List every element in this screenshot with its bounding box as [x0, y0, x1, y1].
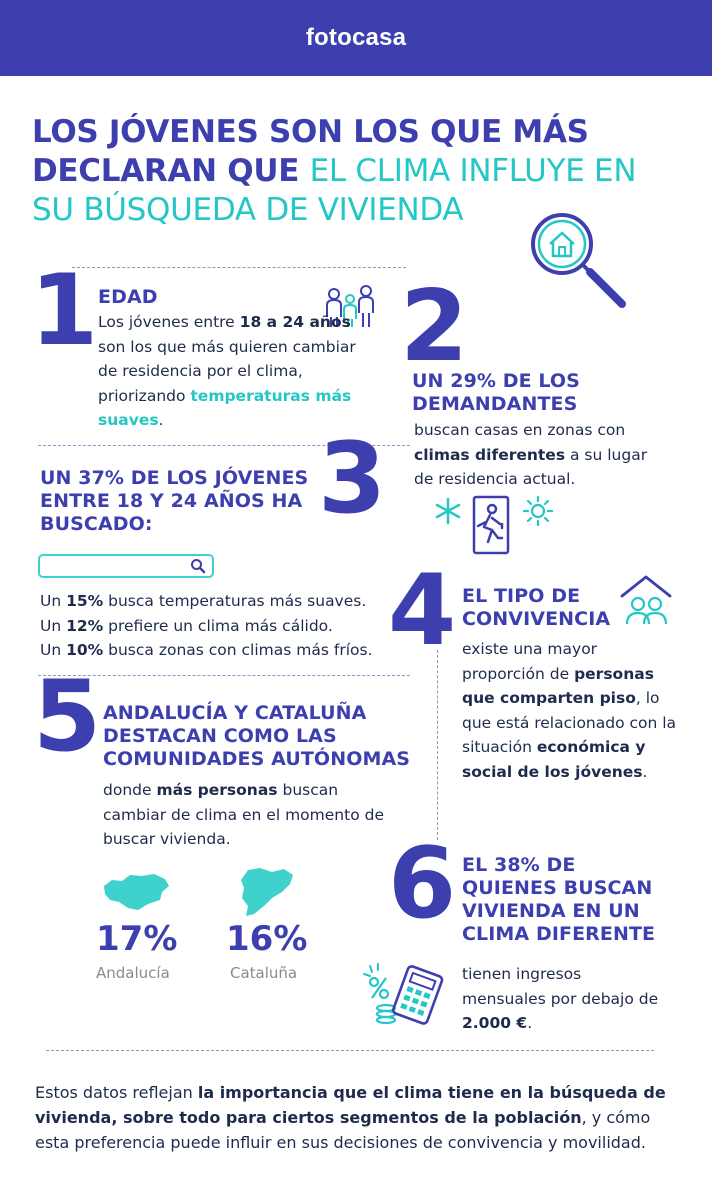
section-6-text: tienen ingresos mensuales por debajo de … — [462, 962, 662, 1036]
shared-house-icon — [620, 575, 672, 625]
section-number-3: 3 — [318, 422, 386, 536]
text-bold: 10% — [66, 641, 104, 659]
text-highlight: temperaturas más suaves — [98, 386, 352, 430]
region-name-cataluna: Cataluña — [230, 964, 298, 982]
list-item: Un 12% prefiere un clima más cálido. — [40, 614, 410, 639]
text-run: Los jóvenes entre — [98, 313, 240, 331]
footer-text: Estos datos reflejan la importancia que … — [35, 1080, 680, 1155]
list-item: Un 15% busca temperaturas más suaves. — [40, 589, 410, 614]
brand-logo: fotocasa — [305, 24, 407, 51]
text-run: busca zonas con climas más fríos. — [103, 641, 373, 659]
text-run: busca temperaturas más suaves. — [103, 592, 367, 610]
section-number-5: 5 — [33, 660, 101, 774]
money-calculator-icon — [363, 963, 444, 1025]
section-3-list: Un 15% busca temperaturas más suaves. Un… — [40, 589, 410, 663]
text-run: buscan cambiar de clima en el momento de… — [103, 781, 384, 848]
text-bold: 2.000 € — [462, 1014, 528, 1032]
region-pct-cataluna: 16% — [226, 919, 308, 959]
section-number-4: 4 — [388, 554, 456, 668]
title-part2: EL CLIMA INFLUYE EN SU BÚSQUEDA DE VIVIE… — [32, 153, 637, 228]
section-4-text: existe una mayor proporción de personas … — [462, 637, 677, 784]
divider — [72, 267, 406, 268]
text-bold: climas diferentes — [414, 445, 566, 464]
list-item: Un 10% busca zonas con climas más fríos. — [40, 638, 410, 663]
divider — [46, 1050, 654, 1051]
title-part1: LOS JÓVENES SON LOS QUE MÁS DECLARAN QUE — [32, 114, 589, 189]
region-pct-andalucia: 17% — [96, 919, 178, 959]
divider — [38, 675, 410, 676]
search-bar-icon — [38, 554, 214, 578]
section-5-heading: ANDALUCÍA Y CATALUÑA DESTACAN COMO LAS C… — [103, 702, 411, 770]
section-3-heading: UN 37% DE LOS JÓVENES ENTRE 18 Y 24 AÑOS… — [40, 467, 309, 535]
text-run: . — [527, 1014, 533, 1032]
section-2-text: buscan casas en zonas con climas diferen… — [414, 418, 664, 492]
section-2-heading: UN 29% DE LOS DEMANDANTES — [412, 370, 580, 415]
weather-door-icon — [435, 495, 554, 555]
text-run: , y cómo esta preferencia puede influir … — [35, 1108, 651, 1152]
text-run: , lo que está relacionado con la situaci… — [462, 689, 677, 756]
text-bold: 12% — [66, 616, 104, 635]
text-bold: personas que comparten piso — [462, 664, 654, 708]
search-icon — [191, 559, 206, 574]
cataluna-map-icon — [241, 868, 293, 916]
divider — [437, 650, 438, 840]
text-run: . — [642, 762, 648, 781]
section-4-heading: EL TIPO DE CONVIVENCIA — [462, 585, 611, 630]
region-name-andalucia: Andalucía — [96, 964, 170, 982]
text-run: prefiere un clima más cálido. — [103, 616, 333, 635]
section-6-heading: EL 38% DE QUIENES BUSCAN VIVIENDA EN UN … — [462, 854, 656, 945]
text-run: Estos datos reflejan — [35, 1083, 198, 1102]
text-run: . — [158, 411, 164, 429]
andalucia-map-icon — [104, 874, 169, 910]
text-run: tienen ingresos mensuales por debajo de — [462, 965, 659, 1008]
section-5-text: donde más personas buscan cambiar de cli… — [103, 778, 403, 852]
section-number-2: 2 — [400, 270, 468, 384]
text-bold: económica y social de los jóvenes — [462, 738, 646, 781]
header-bar: fotocasa — [0, 0, 712, 76]
text-bold: más personas — [156, 781, 278, 799]
section-1-text: Los jóvenes entre 18 a 24 años son los q… — [98, 310, 380, 433]
text-run: a su lugar de residencia actual. — [414, 445, 648, 489]
text-bold: la importancia que el clima tiene en la … — [35, 1083, 666, 1127]
text-bold: 18 a 24 años — [239, 313, 351, 331]
text-run: Un — [40, 616, 67, 635]
family-icon — [326, 285, 374, 327]
text-run: existe una mayor proporción de — [462, 640, 598, 683]
text-bold: 15% — [66, 592, 104, 610]
section-1-heading: EDAD — [98, 286, 158, 308]
text-run: Un — [40, 592, 67, 610]
text-run: buscan casas en zonas con — [414, 421, 626, 439]
section-number-1: 1 — [30, 254, 98, 368]
page-title: LOS JÓVENES SON LOS QUE MÁS DECLARAN QUE… — [32, 113, 682, 230]
section-number-6: 6 — [388, 827, 456, 941]
text-run: Un — [40, 641, 67, 659]
magnifier-house-icon — [531, 213, 626, 308]
divider — [38, 445, 410, 446]
text-run: donde — [103, 781, 157, 799]
text-run: son los que más quieren cambiar de resid… — [98, 337, 356, 405]
